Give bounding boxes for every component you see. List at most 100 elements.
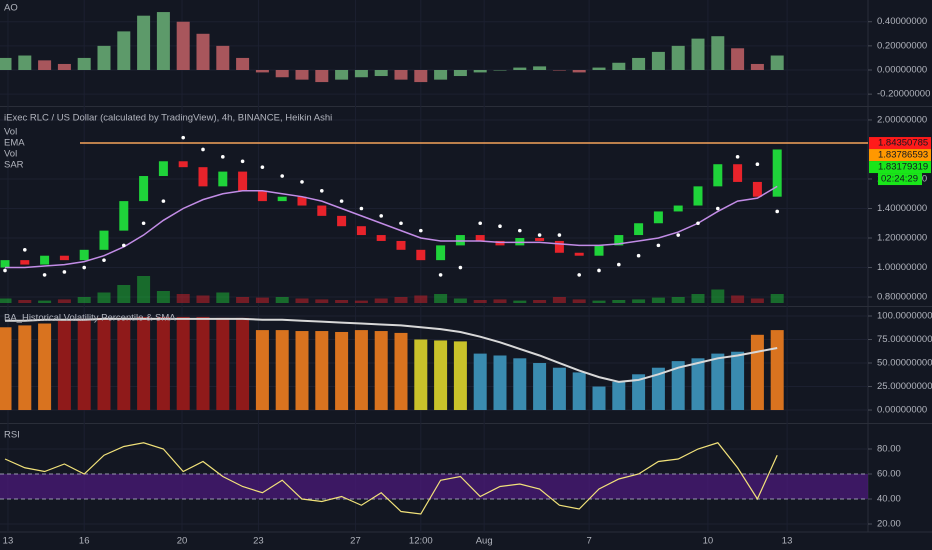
candle-body: [297, 196, 307, 206]
price-marker-label: 1.83786593: [878, 150, 928, 161]
volume-bar: [176, 294, 190, 303]
sar-dot: [676, 233, 680, 237]
sar-dot: [735, 155, 740, 159]
bar: [592, 67, 606, 70]
y-tick-label: 0.00000000: [877, 405, 927, 416]
sar-dot: [102, 258, 106, 262]
bar: [275, 330, 289, 411]
bar: [632, 374, 646, 411]
bar: [216, 45, 230, 70]
candle-body: [178, 161, 188, 168]
bar: [651, 51, 665, 70]
volume-bar: [255, 297, 269, 303]
bar: [750, 334, 764, 411]
sar-dot: [438, 273, 443, 277]
volume-bar: [612, 300, 626, 303]
candle-body: [733, 164, 743, 182]
sar-dot: [775, 209, 779, 214]
bar: [691, 38, 705, 70]
y-tick-label: 25.00000000: [877, 381, 932, 392]
candle-body: [317, 205, 327, 216]
candle-body: [594, 245, 604, 256]
y-tick-label: 1.40000000: [877, 203, 927, 214]
candle-body: [79, 249, 89, 261]
volume-bar: [315, 299, 329, 303]
candle-body: [337, 215, 347, 227]
price-marker-label: 1.84350785: [878, 138, 928, 149]
candle-body: [59, 255, 69, 261]
bar: [275, 70, 289, 78]
sar-dot: [122, 243, 126, 248]
bar: [711, 353, 725, 411]
volume-bar: [770, 294, 784, 303]
y-tick-label: 40.00: [877, 494, 901, 505]
bar: [295, 331, 309, 411]
bar: [18, 325, 32, 411]
bar: [236, 57, 250, 70]
volume-bar: [533, 300, 547, 303]
bar: [691, 358, 705, 411]
candle-body: [218, 171, 228, 187]
bar: [552, 367, 566, 411]
bar: [38, 323, 52, 411]
bar: [731, 48, 745, 70]
y-tick-label: 60.00: [877, 469, 901, 480]
bar: [612, 381, 626, 411]
candle-body: [436, 245, 446, 261]
countdown: 02:24:29: [881, 174, 918, 185]
y-tick-label: 80.00: [877, 444, 901, 455]
y-tick-label: 1.00000000: [877, 262, 927, 273]
bar: [295, 70, 309, 80]
bar: [711, 36, 725, 70]
sar-dot: [399, 221, 403, 226]
sar-dot: [3, 268, 7, 273]
bar: [335, 331, 349, 411]
bar: [592, 386, 606, 411]
volume-bar: [196, 295, 210, 303]
candle-body: [158, 161, 168, 177]
pane-title: AO: [4, 3, 18, 14]
candle-body: [752, 181, 762, 197]
bar: [612, 62, 626, 70]
bar: [315, 70, 329, 83]
legend-label: SAR: [4, 160, 24, 171]
bar: [97, 317, 111, 411]
price-marker: [869, 137, 931, 150]
volume-bar: [493, 299, 507, 303]
bar: [77, 318, 91, 411]
countdown-box: [878, 173, 922, 186]
sar-dot: [597, 268, 601, 273]
volume-bar: [156, 291, 170, 303]
sma-line: [5, 317, 778, 383]
sar-dot: [458, 265, 463, 270]
bar: [414, 70, 428, 83]
candle-body: [713, 164, 723, 187]
bar: [473, 70, 487, 73]
sar-dot: [557, 233, 562, 237]
x-tick-label: 16: [79, 536, 90, 547]
rsi-band: [0, 474, 868, 499]
sar-dot: [617, 262, 621, 267]
sar-dot: [478, 221, 483, 226]
sar-dot: [161, 199, 166, 203]
bar: [18, 55, 32, 70]
bar: [156, 316, 170, 411]
bar: [156, 12, 170, 70]
y-tick-label: 0.00000000: [877, 65, 927, 76]
sar-dot: [419, 228, 423, 233]
sar-dot: [498, 224, 502, 228]
x-tick-label: 23: [253, 536, 264, 547]
bar: [770, 55, 784, 70]
sar-dot: [260, 165, 265, 169]
bar: [97, 45, 111, 70]
bar: [552, 70, 566, 71]
volume-bar: [275, 297, 289, 303]
sar-dot: [518, 228, 522, 233]
pane-title: RSI: [4, 430, 20, 441]
volume-bar: [414, 295, 428, 303]
sar-dot: [755, 162, 760, 167]
x-tick-label: Aug: [476, 536, 493, 547]
candle-body: [198, 167, 208, 187]
sar-dot: [577, 273, 581, 277]
